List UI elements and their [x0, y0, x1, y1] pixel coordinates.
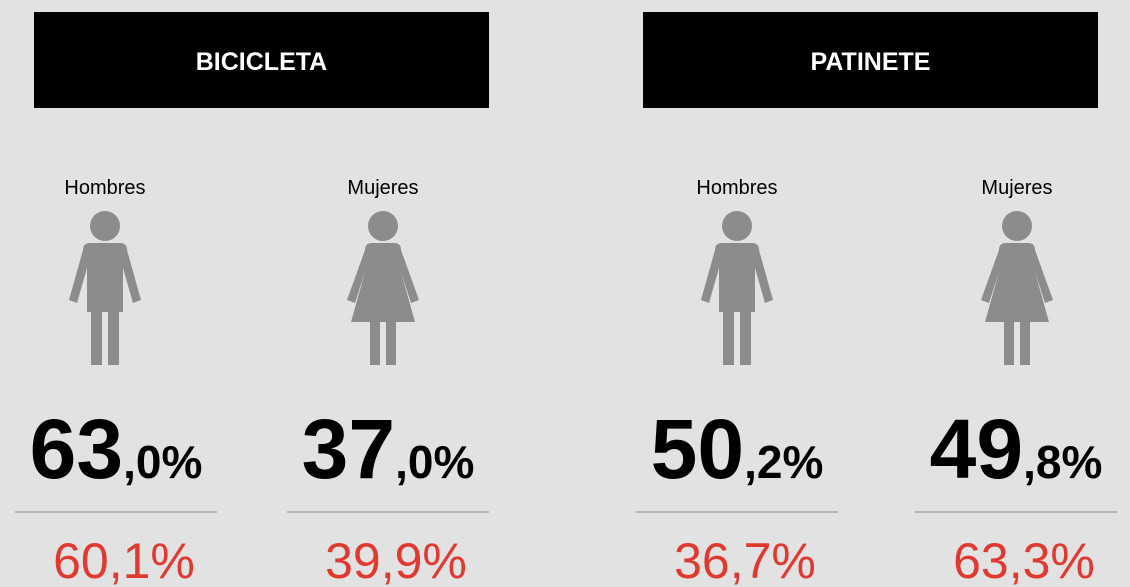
group-label: Hombres: [64, 177, 145, 199]
secondary-value: 60,1%: [53, 533, 195, 587]
main-integer: 37: [302, 402, 395, 496]
secondary-value: 39,9%: [325, 533, 467, 587]
main-decimal: ,0%: [395, 436, 474, 488]
head: [722, 211, 752, 241]
secondary-value: 63,3%: [953, 533, 1095, 587]
panel: PATINETE Hombres 50,2% 36,7% Mujeres 49,8% 63,…: [636, 12, 1117, 587]
person-icon: [347, 211, 419, 365]
body: [347, 243, 419, 365]
main-decimal: ,0%: [123, 436, 202, 488]
person-icon: [69, 211, 141, 365]
main-value: 50,2%: [651, 402, 824, 496]
group-label: Hombres: [696, 177, 777, 199]
group: Mujeres 37,0% 39,9%: [287, 177, 489, 587]
group: Mujeres 49,8% 63,3%: [915, 177, 1117, 587]
main-value: 37,0%: [302, 402, 475, 496]
head: [1002, 211, 1032, 241]
secondary-value: 36,7%: [674, 533, 816, 587]
panel-title: PATINETE: [811, 48, 931, 76]
main-value: 63,0%: [30, 402, 203, 496]
body: [701, 243, 773, 365]
panel: BICICLETAHombres63,0%60,1%Mujeres37,0%39…: [15, 12, 489, 587]
main-integer: 63: [30, 402, 123, 496]
group: Hombres 50,2% 36,7%: [636, 177, 838, 587]
body: [981, 243, 1053, 365]
panel-header: [643, 12, 1098, 108]
main-integer: 50: [651, 402, 744, 496]
person-icon: [701, 211, 773, 365]
head: [368, 211, 398, 241]
head: [90, 211, 120, 241]
panel-header: [34, 12, 489, 108]
main-decimal: ,2%: [744, 436, 823, 488]
main-integer: 49: [930, 402, 1023, 496]
main-value: 49,8%: [930, 402, 1103, 496]
group-label: Mujeres: [347, 177, 418, 199]
body: [69, 243, 141, 365]
main-decimal: ,8%: [1023, 436, 1102, 488]
group-label: Mujeres: [981, 177, 1052, 199]
person-icon: [981, 211, 1053, 365]
group: Hombres 63,0% 60,1%: [15, 177, 217, 587]
panel-title: BICICLETA: [196, 48, 327, 76]
